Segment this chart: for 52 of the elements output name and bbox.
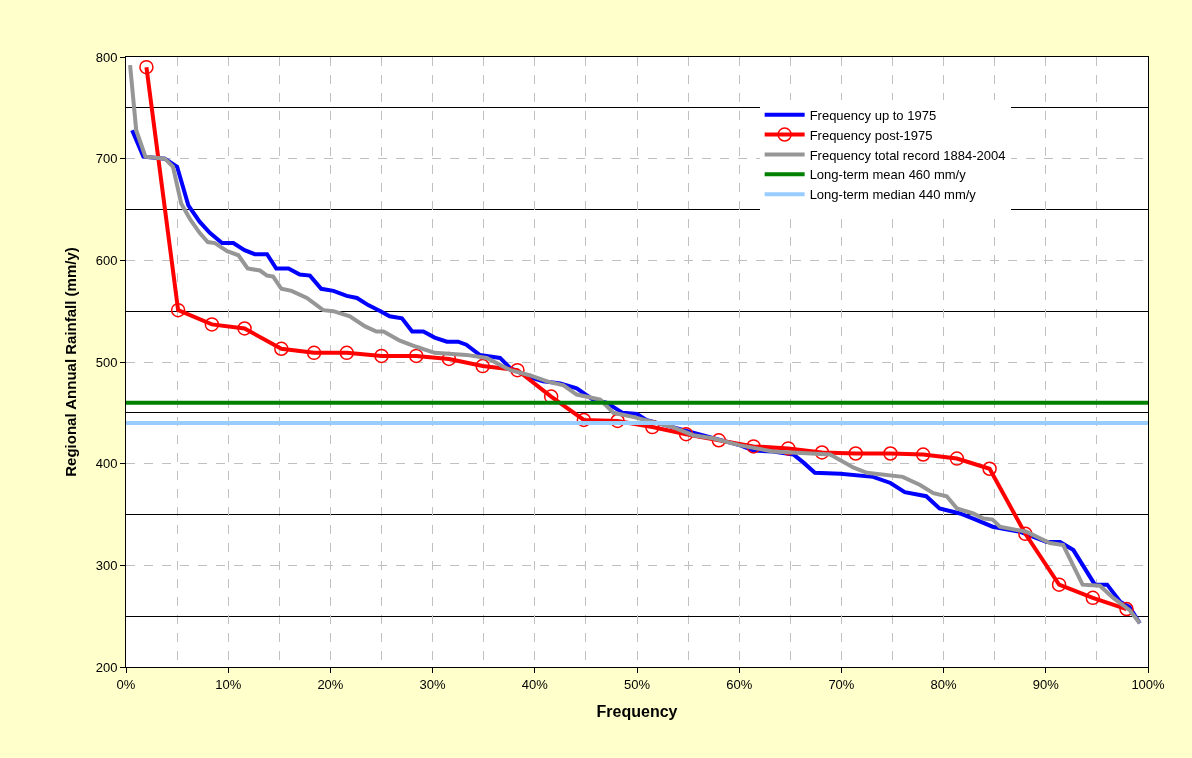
legend-label: Long-term mean 460 mm/y <box>809 167 967 183</box>
point <box>1018 526 1033 542</box>
point <box>510 362 525 378</box>
point <box>170 302 186 318</box>
x-tick-label: 30% <box>419 676 447 692</box>
point <box>204 317 220 332</box>
point <box>678 426 694 442</box>
y-tick-label: 300 <box>95 557 118 573</box>
x-tick-label: 90% <box>1032 676 1060 692</box>
x-tick-label: 0% <box>116 676 136 692</box>
point <box>1051 577 1067 592</box>
point <box>883 446 898 461</box>
point <box>139 59 154 75</box>
point <box>339 345 354 361</box>
legend-label: Frequency total record 1884-2004 <box>809 147 1006 163</box>
y-tick-label: 700 <box>95 151 118 167</box>
point <box>746 439 761 454</box>
x-tick-label: 100% <box>1131 676 1166 692</box>
point <box>576 412 592 428</box>
y-tick-label: 400 <box>95 456 118 472</box>
point <box>915 447 931 462</box>
x-tick-label: 60% <box>726 676 753 692</box>
legend-label: Frequency post-1975 <box>809 127 933 143</box>
y-tick-label: 600 <box>95 252 118 268</box>
point <box>949 451 965 466</box>
x-tick-label: 40% <box>521 676 549 692</box>
point <box>237 321 252 336</box>
y-tick-label: 200 <box>95 659 118 675</box>
x-tick-label: 80% <box>930 676 958 692</box>
legend-label: Long-term median 440 mm/y <box>809 187 977 203</box>
legend-label: Frequency up to 1975 <box>809 107 937 123</box>
y-tick-label: 500 <box>95 354 118 370</box>
point <box>374 348 389 364</box>
point <box>781 441 796 456</box>
point <box>274 341 289 357</box>
point <box>409 348 424 364</box>
point <box>1085 590 1101 606</box>
point <box>814 445 830 460</box>
point <box>475 358 490 374</box>
y-tick-label: 800 <box>95 49 118 65</box>
point <box>848 446 863 461</box>
y-axis-title: Regional Annual Rainfall (mm/y) <box>61 247 79 477</box>
x-tick-label: 50% <box>623 676 651 692</box>
point <box>1119 601 1134 617</box>
point <box>610 413 625 429</box>
point <box>982 461 997 476</box>
x-tick-label: 70% <box>828 676 855 692</box>
point <box>711 433 727 448</box>
x-tick-label: 10% <box>215 676 242 692</box>
x-tick-label: 20% <box>317 676 344 692</box>
x-axis-title: Frequency <box>596 703 678 721</box>
point <box>306 345 322 361</box>
